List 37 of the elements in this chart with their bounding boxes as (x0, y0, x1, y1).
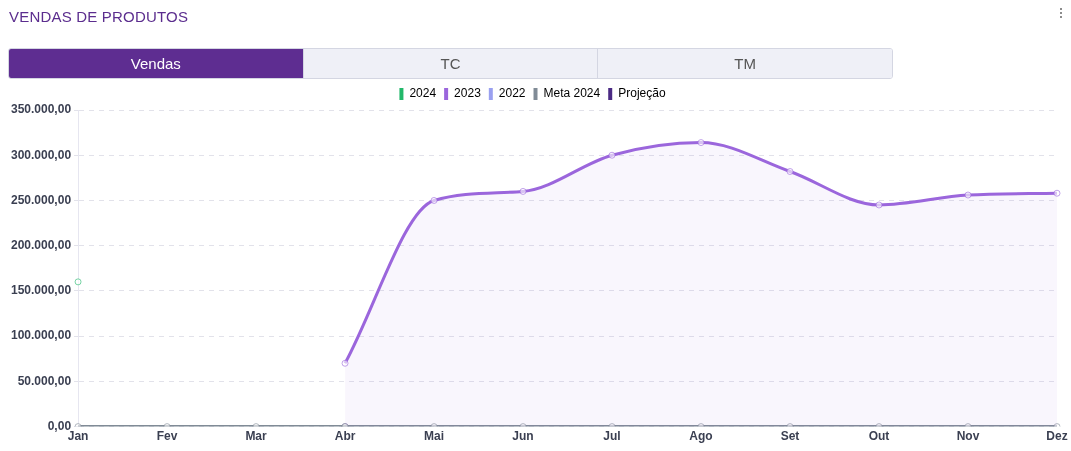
text: TM (597, 49, 893, 78)
point (697, 139, 705, 147)
x-tick-label: Ago (689, 429, 713, 444)
point (341, 359, 349, 367)
legend-label: 2024 (409, 86, 437, 101)
y-tick-label: 50.000,00 (17, 373, 72, 388)
text: Vendas (9, 49, 303, 78)
x-tick-label: Dez (1046, 429, 1068, 444)
y-tick-label: 250.000,00 (11, 192, 72, 207)
point (964, 191, 972, 199)
y-tick-label: 100.000,00 (11, 328, 72, 343)
legend-label: Meta 2024 (543, 86, 601, 101)
y-tick-label: 150.000,00 (11, 283, 72, 298)
point (608, 151, 616, 159)
x-tick-label: Jan (67, 429, 89, 444)
point (430, 196, 438, 204)
x-tick-label: Jun (512, 429, 534, 444)
point (1053, 189, 1061, 197)
point (875, 201, 883, 209)
x-tick-label: Abr (334, 429, 356, 444)
x-tick-label: Mar (245, 429, 268, 444)
legend-label: 2023 (454, 86, 482, 101)
x-tick-label: Fev (156, 429, 178, 444)
y-tick-label: 200.000,00 (11, 238, 72, 252)
x-tick-label: Set (780, 429, 800, 444)
legend-label: 2022 (498, 86, 526, 101)
point (786, 168, 794, 176)
x-tick-label: Out (868, 429, 890, 444)
legend-label: Projeção (618, 86, 666, 101)
point (519, 187, 527, 195)
x-tick-label: Nov (956, 429, 980, 444)
y-tick-label: 300.000,00 (11, 147, 72, 162)
x-tick-label: Mai (424, 429, 445, 444)
chart-title: VENDAS DE PRODUTOS (9, 8, 189, 25)
text: TC (302, 49, 598, 78)
y-tick-label: 350.000,00 (11, 102, 72, 117)
x-tick-label: Jul (603, 429, 621, 444)
